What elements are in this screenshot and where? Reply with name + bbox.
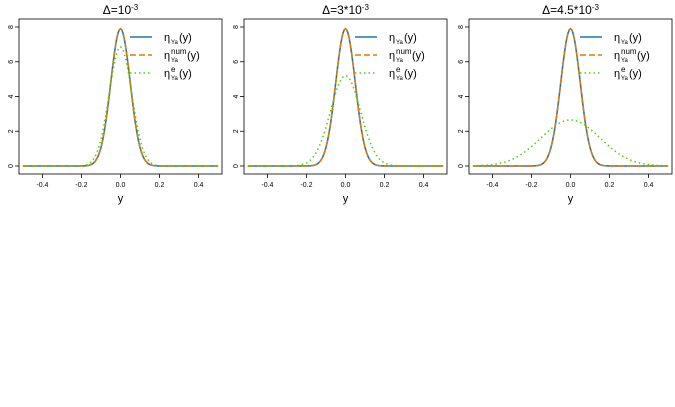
legend-label-tail: (y) [637,50,650,62]
y-tick-label: 2 [233,129,240,133]
y-tick-label: 2 [8,129,15,133]
legend-label-tail: (y) [179,68,192,80]
x-tick-label: 0.0 [116,182,126,189]
y-tick-label: 8 [8,25,15,29]
x-tick-label: -0.4 [486,182,498,189]
legend-label-subscript: Ya [396,40,404,46]
legend-label-subscript: Ya [621,76,629,82]
legend-label-tail: (y) [179,32,192,44]
y-tick-label: 6 [458,60,465,64]
legend-label-subscript: Ya [396,76,404,82]
legend-label-subscript: Ya [396,58,404,64]
legend-label-tail: (y) [187,50,200,62]
series-line-3 [22,46,219,167]
x-tick-label: -0.4 [36,182,48,189]
x-tick-label: 0.4 [644,182,654,189]
chart-title-exponent: -3 [131,3,139,12]
chart-title-main: Δ=3*10 [322,3,362,17]
legend-label-superscript: num [171,47,187,56]
x-tick-label: -0.2 [525,182,537,189]
legend-label-superscript: e [621,65,626,74]
chart-title-exponent: -3 [362,3,370,12]
chart-title-exponent: -3 [592,3,600,12]
y-tick-label: 4 [458,94,465,98]
y-tick-label: 4 [8,94,15,98]
legend-label: η [389,50,395,62]
x-tick-label: 0.4 [194,182,204,189]
x-axis-label: y [343,193,349,205]
x-tick-label: -0.4 [261,182,273,189]
legend-label-subscript: Ya [621,40,629,46]
legend-label-subscript: Ya [621,58,629,64]
x-tick-label: 0.2 [380,182,390,189]
chart-title: Δ=4.5*10-3 [542,3,599,17]
legend-label-subscript: Ya [171,40,179,46]
legend-label: η [389,32,395,44]
chart-title-main: Δ=10 [103,3,132,17]
y-tick-label: 0 [458,164,465,168]
legend-label: η [164,32,170,44]
legend-label-tail: (y) [404,68,417,80]
x-tick-label: -0.2 [300,182,312,189]
chart-title: Δ=3*10-3 [322,3,369,17]
legend-label-tail: (y) [629,68,642,80]
y-tick-label: 4 [233,94,240,98]
legend-label: η [614,32,620,44]
legend-label-superscript: num [621,47,637,56]
y-tick-label: 6 [233,60,240,64]
legend-label: η [164,50,170,62]
x-axis-label: y [118,193,124,205]
y-tick-label: 2 [458,129,465,133]
series-line-2 [472,27,669,167]
x-axis-label: y [568,193,574,205]
legend-label-superscript: e [396,65,401,74]
x-tick-label: -0.2 [75,182,87,189]
y-tick-label: 6 [8,60,15,64]
chart-title: Δ=10-3 [103,3,139,17]
y-tick-label: 8 [233,25,240,29]
legend-label-superscript: num [396,47,412,56]
y-tick-label: 8 [458,25,465,29]
y-tick-label: 0 [8,164,15,168]
legend-label-subscript: Ya [171,58,179,64]
series-line-3 [247,74,444,167]
x-tick-label: 0.2 [605,182,615,189]
x-tick-label: 0.0 [566,182,576,189]
y-tick-label: 0 [233,164,240,168]
legend-label: η [389,68,395,80]
legend-label-tail: (y) [412,50,425,62]
x-tick-label: 0.2 [155,182,165,189]
series-line-3 [472,119,669,167]
chart-title-main: Δ=4.5*10 [542,3,592,17]
x-tick-label: 0.0 [341,182,351,189]
x-tick-label: 0.4 [419,182,429,189]
legend-label-subscript: Ya [171,76,179,82]
legend-label: η [164,68,170,80]
legend-label-tail: (y) [629,32,642,44]
legend-label: η [614,50,620,62]
legend-label-superscript: e [171,65,176,74]
legend-label: η [614,68,620,80]
legend-label-tail: (y) [404,32,417,44]
